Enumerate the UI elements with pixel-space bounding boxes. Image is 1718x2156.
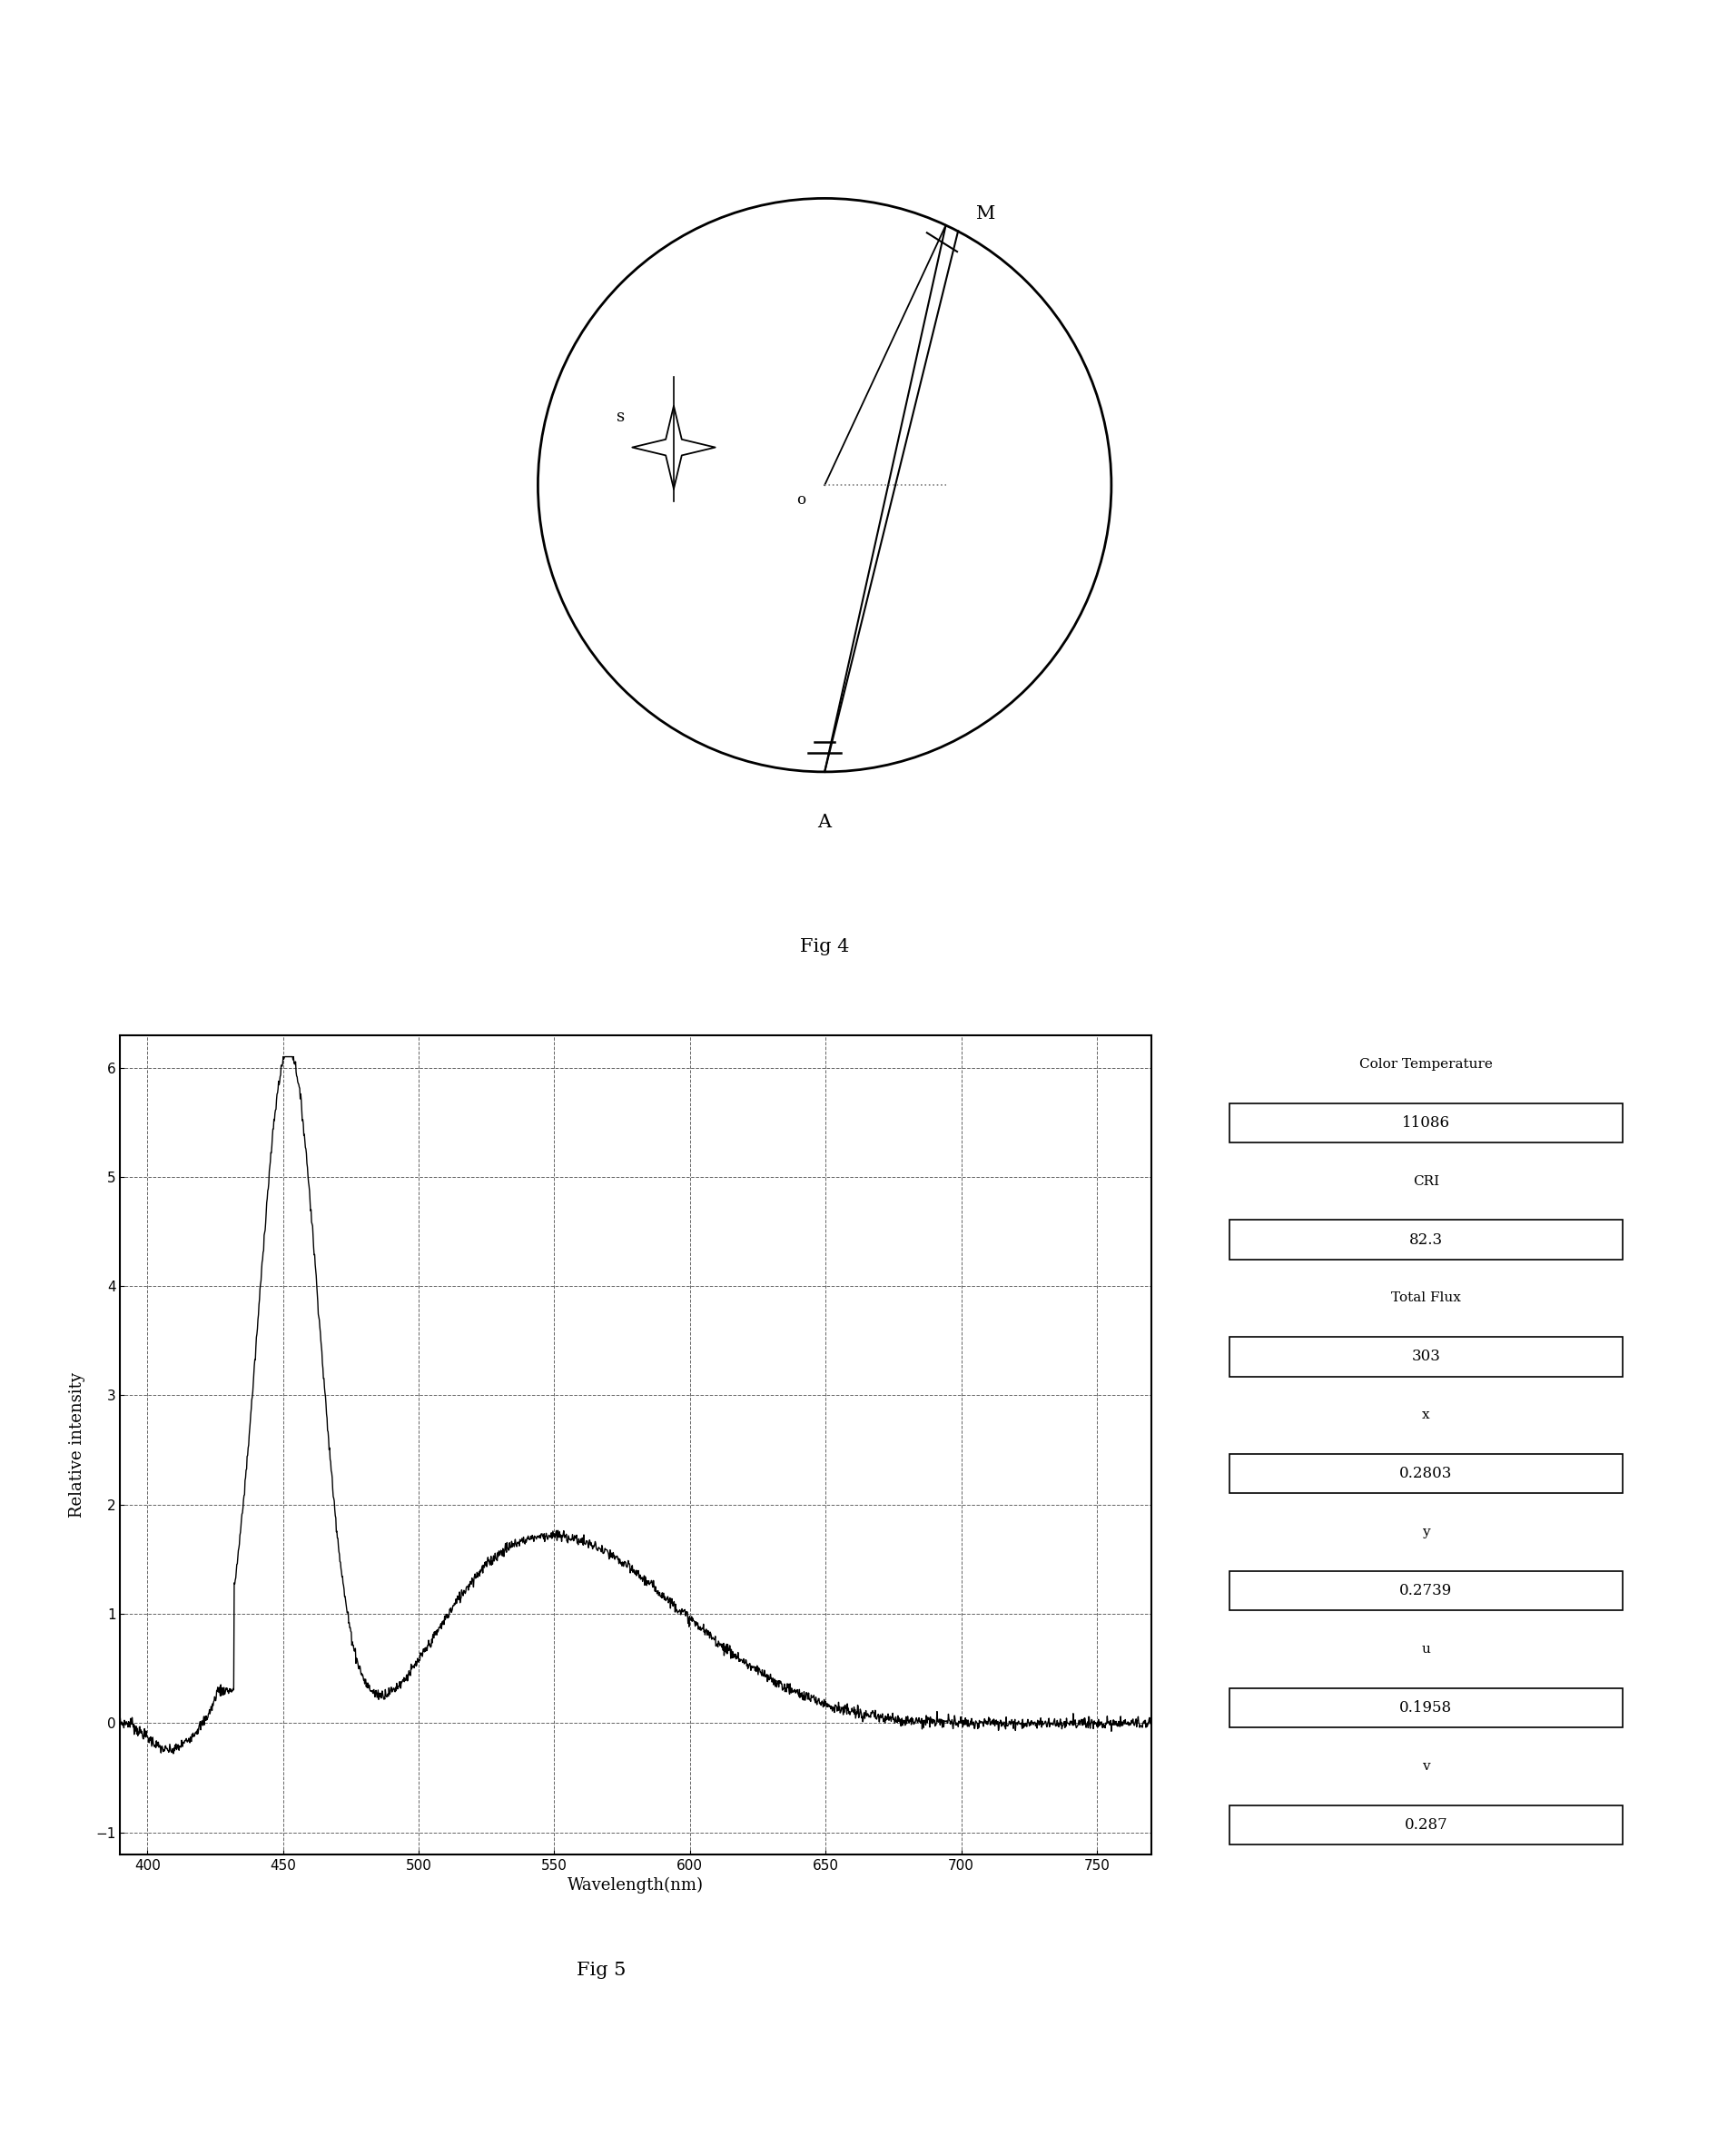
X-axis label: Wavelength(nm): Wavelength(nm) <box>567 1878 704 1893</box>
Bar <box>1230 1104 1622 1143</box>
Text: CRI: CRI <box>1412 1175 1440 1188</box>
Text: Color Temperature: Color Temperature <box>1359 1059 1493 1072</box>
Text: 0.2739: 0.2739 <box>1400 1583 1452 1598</box>
Text: s: s <box>617 407 625 425</box>
Text: o: o <box>797 494 806 509</box>
Bar <box>1230 1572 1622 1611</box>
Text: x: x <box>1423 1408 1429 1421</box>
Text: Fig 5: Fig 5 <box>577 1962 625 1979</box>
Text: 11086: 11086 <box>1402 1115 1450 1130</box>
Text: v: v <box>1423 1759 1429 1772</box>
Bar <box>1230 1688 1622 1727</box>
Text: 82.3: 82.3 <box>1409 1231 1443 1248</box>
Text: A: A <box>818 813 832 830</box>
Text: M: M <box>976 205 995 222</box>
Text: Fig 4: Fig 4 <box>801 938 849 955</box>
Text: 0.287: 0.287 <box>1404 1818 1448 1833</box>
Bar <box>1230 1220 1622 1259</box>
Text: y: y <box>1423 1526 1429 1539</box>
Text: 303: 303 <box>1412 1350 1440 1365</box>
Bar <box>1230 1337 1622 1376</box>
Text: Total Flux: Total Flux <box>1392 1291 1460 1304</box>
Bar <box>1230 1805 1622 1846</box>
Text: u: u <box>1421 1643 1431 1656</box>
Text: 0.2803: 0.2803 <box>1400 1466 1452 1481</box>
Y-axis label: Relative intensity: Relative intensity <box>69 1371 86 1518</box>
Text: 0.1958: 0.1958 <box>1400 1701 1452 1716</box>
Bar <box>1230 1453 1622 1494</box>
